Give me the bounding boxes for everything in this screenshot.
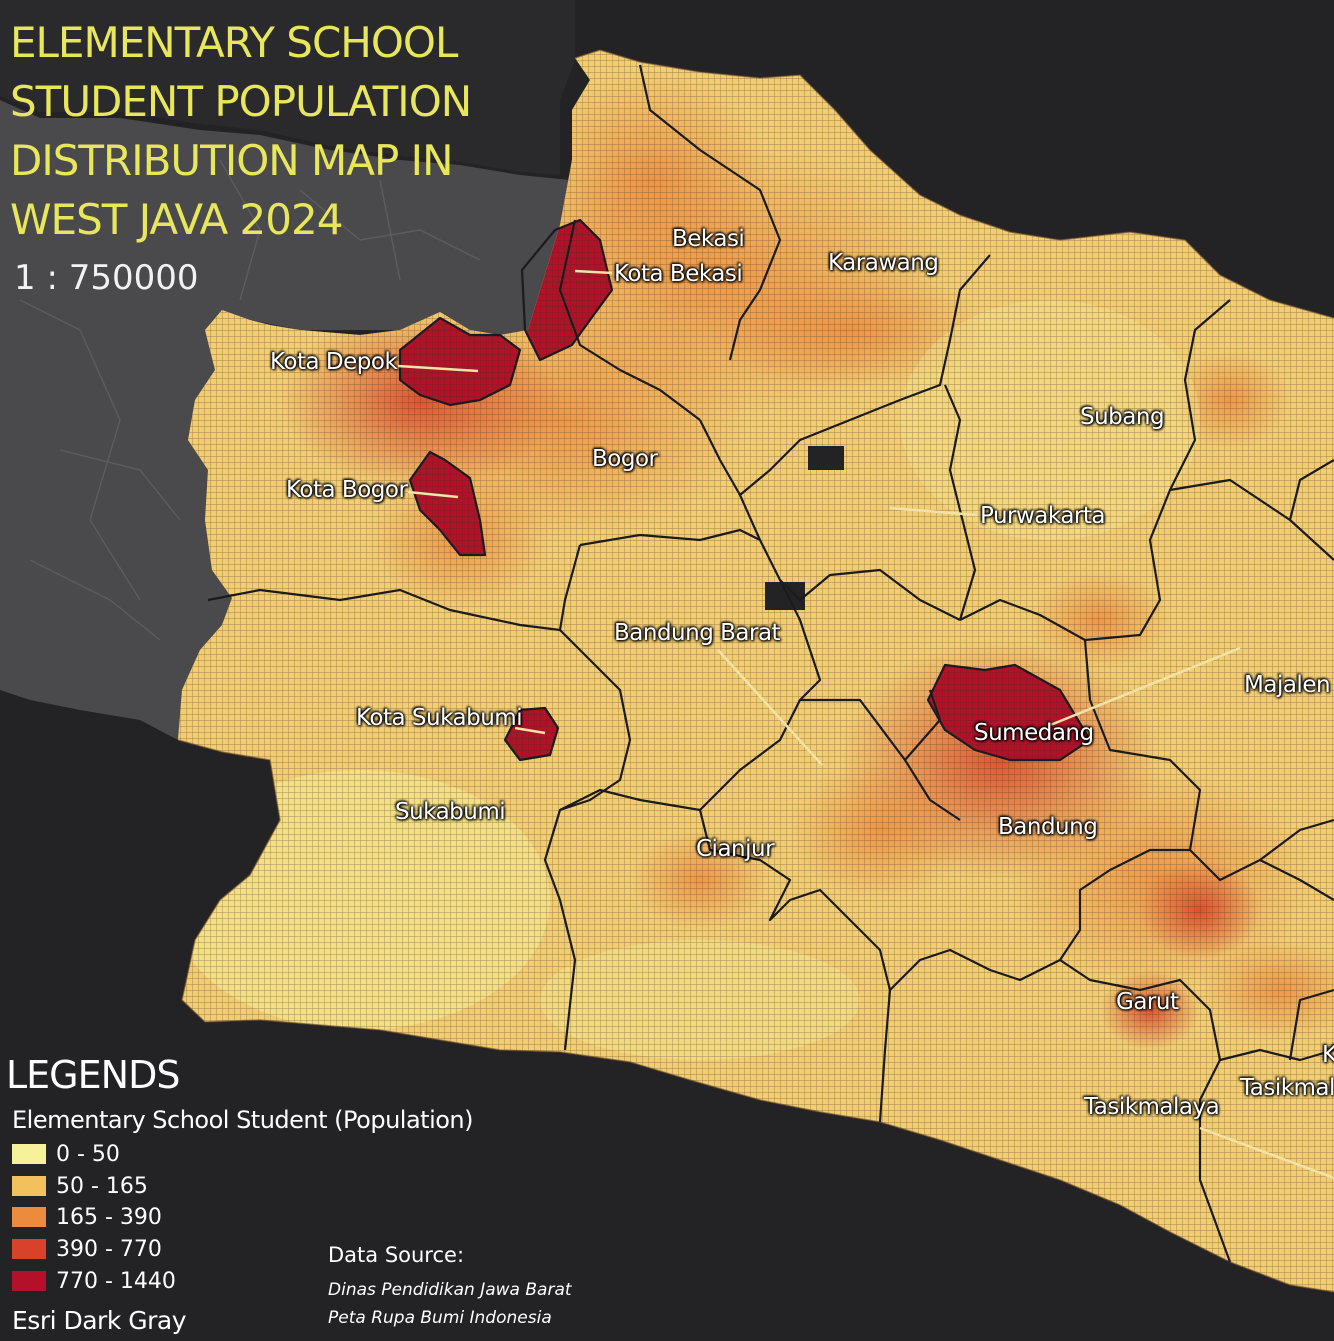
label-cianjur: Cianjur (696, 836, 775, 862)
legend-item: 0 - 50 (12, 1141, 120, 1167)
label-sumedang: Sumedang (974, 720, 1094, 746)
basemap-credit: Esri Dark Gray (12, 1306, 187, 1335)
legend-swatch (12, 1144, 46, 1164)
basemap-land (0, 100, 575, 740)
label-kota-tasikmalaya: Tasikmal (1240, 1075, 1334, 1101)
map-title-line-2: STUDENT POPULATION (10, 77, 472, 126)
label-kota-sukabumi: Kota Sukabumi (356, 705, 523, 731)
label-bandung-barat: Bandung Barat (614, 620, 781, 646)
legend-item: 770 - 1440 (12, 1268, 176, 1294)
label-garut: Garut (1116, 989, 1179, 1015)
leader-lines (397, 269, 1334, 1180)
legend-label: 165 - 390 (56, 1204, 162, 1230)
label-sukabumi: Sukabumi (395, 799, 506, 825)
map-title-line-3: DISTRIBUTION MAP IN (10, 136, 453, 185)
label-subang: Subang (1080, 404, 1165, 430)
label-majalengka: Majalen (1244, 672, 1331, 698)
legend-swatch (12, 1271, 46, 1291)
label-bandung: Bandung (998, 814, 1098, 840)
legend-label: 770 - 1440 (56, 1268, 176, 1294)
legend-subtitle: Elementary School Student (Population) (12, 1106, 474, 1134)
data-source-heading: Data Source: (328, 1243, 465, 1267)
legend-label: 0 - 50 (56, 1141, 120, 1167)
label-bogor: Bogor (592, 446, 658, 472)
label-karawang: Karawang (828, 250, 939, 276)
legend-item: 165 - 390 (12, 1204, 162, 1230)
legend-item: 390 - 770 (12, 1236, 162, 1262)
label-tasikmalaya: Tasikmalaya (1084, 1094, 1220, 1120)
label-kota-depok: Kota Depok (270, 349, 398, 375)
basemap-bay (0, 0, 575, 175)
label-bekasi: Bekasi (672, 226, 745, 252)
legend-item: 50 - 165 (12, 1173, 148, 1199)
data-source-line: Dinas Pendidikan Jawa Barat (328, 1280, 572, 1300)
label-purwakarta: Purwakarta (980, 503, 1105, 529)
legend-label: 50 - 165 (56, 1173, 148, 1199)
legend-label: 390 - 770 (56, 1236, 162, 1262)
label-kota-bogor: Kota Bogor (286, 477, 408, 503)
basemap-roads (19, 159, 481, 641)
legend-swatch (12, 1207, 46, 1227)
regency-boundaries (207, 64, 1334, 1263)
map-title-line-1: ELEMENTARY SCHOOL (10, 18, 458, 67)
legend-swatch (12, 1176, 46, 1196)
map-title-line-4: WEST JAVA 2024 (10, 195, 343, 244)
label-kota-bekasi: Kota Bekasi (614, 261, 743, 287)
data-source-line: Peta Rupa Bumi Indonesia (328, 1308, 552, 1328)
map-scale: 1 : 750000 (14, 258, 199, 298)
label-edge-k: K (1322, 1042, 1334, 1068)
legend-swatch (12, 1239, 46, 1259)
coastline (177, 49, 1334, 1293)
legend-title: LEGENDS (6, 1053, 180, 1097)
